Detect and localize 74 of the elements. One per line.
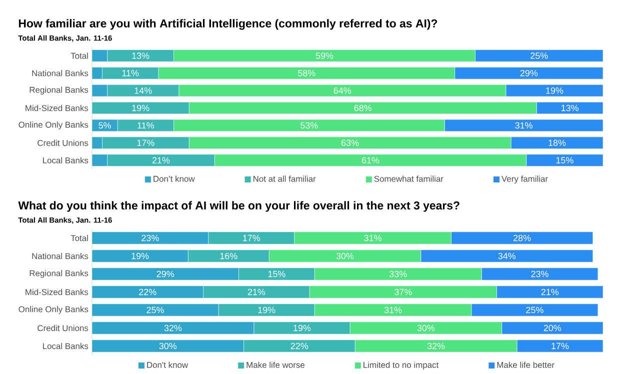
legend-label: Don't know <box>147 362 188 368</box>
data-label: 61% <box>362 157 380 164</box>
data-label: 25% <box>526 306 544 314</box>
data-label: 28% <box>514 234 531 242</box>
data-label: 29% <box>520 70 538 76</box>
data-label: 30% <box>417 324 435 332</box>
data-label: 32% <box>164 324 182 332</box>
data-label: 63% <box>342 140 359 146</box>
data-label: 22% <box>290 342 308 350</box>
data-label: 31% <box>364 234 382 242</box>
legend-label: Very familiar <box>502 176 548 184</box>
data-label: 11% <box>138 122 154 129</box>
legend-label: Not at all familiar <box>253 176 316 182</box>
data-label: 20% <box>544 324 562 332</box>
data-label: 15% <box>268 270 286 278</box>
y-tick-label: Mid-Sized Banks <box>26 104 88 112</box>
y-tick-label: Credit Unions <box>38 140 88 146</box>
legend-label: Somewhat familiar <box>374 176 444 182</box>
data-label: 53% <box>300 122 318 129</box>
data-label: 21% <box>541 288 559 296</box>
y-tick-label: Total <box>70 52 88 59</box>
data-label: 13% <box>132 52 150 59</box>
data-label: 25% <box>146 306 164 314</box>
y-tick-label: Online Only Banks <box>18 306 88 314</box>
data-label: 68% <box>354 104 372 112</box>
data-label: 14% <box>134 87 152 94</box>
data-label: 32% <box>427 342 445 350</box>
y-tick-label: Regional Banks <box>30 270 88 278</box>
data-label: 31% <box>515 122 532 129</box>
data-label: 25% <box>530 52 548 59</box>
y-tick-label: Local Banks <box>43 342 88 350</box>
data-label: 15% <box>556 157 574 164</box>
chart-title: What do you think the impact of AI will be on your life overall in the next 3 years? <box>18 201 460 212</box>
data-label: 19% <box>546 87 564 94</box>
data-label: 11% <box>122 70 139 76</box>
data-label: 17% <box>137 140 154 146</box>
legend-label: Make life worse <box>246 362 304 368</box>
data-label: 64% <box>334 87 352 94</box>
data-label: 29% <box>156 270 174 278</box>
y-tick-label: Total <box>70 234 88 242</box>
legend-label: Limited to no impact <box>364 362 439 370</box>
y-tick-label: National Banks <box>32 252 88 260</box>
data-label: 18% <box>548 140 566 146</box>
y-tick-label: Online Only Banks <box>18 121 88 130</box>
data-label: 19% <box>294 324 311 332</box>
data-label: 34% <box>498 252 516 260</box>
data-label: 16% <box>220 252 238 260</box>
data-label: 58% <box>298 70 316 76</box>
chart-title: How familiar are you with Artificial Intelligence (commonly referred to as AI)? <box>18 19 438 30</box>
data-label: 5% <box>98 122 111 129</box>
data-label: 30% <box>336 252 354 260</box>
legend-label: Don’t know <box>154 176 195 182</box>
y-tick-label: National Banks <box>32 70 88 76</box>
data-label: 19% <box>132 252 149 260</box>
data-label: 19% <box>132 104 150 112</box>
data-label: 21% <box>152 157 170 164</box>
data-label: 37% <box>394 288 412 296</box>
y-tick-label: Regional Banks <box>30 86 88 95</box>
y-tick-label: Credit Unions <box>38 324 88 332</box>
y-tick-label: Mid-Sized Banks <box>26 288 88 296</box>
data-label: 33% <box>389 270 407 278</box>
data-label: 30% <box>159 342 177 350</box>
data-label: 17% <box>243 234 260 242</box>
data-label: 19% <box>258 306 276 314</box>
data-label: 23% <box>142 234 159 242</box>
data-label: 17% <box>552 342 569 350</box>
data-label: 31% <box>384 306 402 314</box>
data-label: 21% <box>248 288 266 296</box>
y-tick-label: Local Banks <box>43 157 88 164</box>
data-label: 22% <box>139 288 156 296</box>
data-label: 23% <box>531 270 548 278</box>
data-label: 59% <box>316 52 334 59</box>
legend-label: Make life better <box>497 362 554 368</box>
data-label: 13% <box>562 104 578 112</box>
